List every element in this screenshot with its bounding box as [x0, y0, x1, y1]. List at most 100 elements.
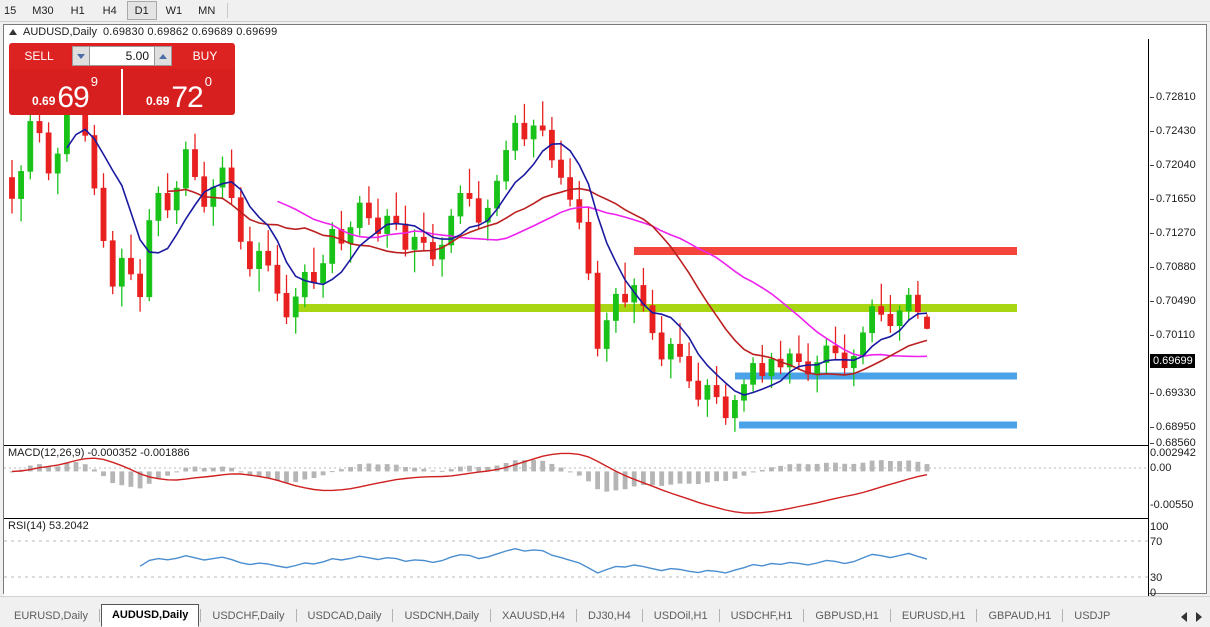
chart-tab-strip: EURUSD,Daily AUDUSD,Daily USDCHF,Daily USDC…	[0, 597, 1177, 627]
moving-average-magenta	[277, 200, 928, 358]
price-scale-rsi[interactable]: 100 70 30 0	[1150, 518, 1208, 599]
buy-price-prefix: 0.69	[146, 94, 170, 108]
chart-title-bar: AUDUSD,Daily 0.69830 0.69862 0.69689 0.6…	[4, 25, 1206, 39]
chevron-up-icon	[159, 53, 167, 59]
volume-increase-button[interactable]	[154, 46, 172, 66]
macd-tick-1: 0.00	[1150, 462, 1172, 474]
price-scale-main[interactable]: 0.72810 0.72430 0.72040 0.71650 0.71270 …	[1150, 39, 1208, 449]
tab-scroll-controls	[1177, 612, 1210, 627]
scroll-right-icon[interactable]	[1196, 612, 1202, 622]
chart-tab-usdcnh-daily[interactable]: USDCNH,Daily	[404, 610, 480, 622]
macd-chart-svg	[4, 452, 1149, 514]
timeframe-button-h1[interactable]: H1	[70, 5, 85, 17]
tab-divider	[1062, 609, 1064, 622]
volume-control: 5.00	[69, 43, 175, 69]
price-tick-8: 0.69330	[1150, 387, 1196, 399]
price-tick-2: 0.72040	[1150, 159, 1196, 171]
buy-price-display[interactable]: 0.69 72 0	[123, 69, 235, 115]
tab-divider	[392, 609, 394, 622]
buy-price-fraction: 0	[204, 74, 212, 89]
candlestick-series	[9, 55, 930, 432]
price-scale-macd[interactable]: 0.002942 0.00 -0.00550	[1150, 445, 1208, 518]
macd-tick-2: -0.00550	[1150, 499, 1194, 511]
timeframe-button-h4[interactable]: H4	[102, 5, 117, 17]
price-tick-3: 0.71650	[1150, 193, 1196, 205]
tab-divider	[576, 609, 577, 622]
macd-pane[interactable]: MACD(12,26,9) -0.000352 -0.001886	[4, 445, 1149, 518]
chart-tab-usdoil-h1[interactable]: USDOil,H1	[653, 610, 708, 622]
sell-price-fraction: 9	[90, 74, 98, 89]
rsi-chart-svg	[4, 540, 1149, 578]
price-tick-0: 0.72810	[1150, 91, 1196, 103]
sell-button[interactable]: SELL	[9, 43, 69, 69]
chart-tab-bar: EURUSD,Daily AUDUSD,Daily USDCHF,Daily USDC…	[0, 596, 1210, 627]
volume-decrease-button[interactable]	[72, 46, 90, 66]
tab-divider	[295, 609, 297, 622]
price-tick-1: 0.72430	[1150, 125, 1196, 137]
current-price-tag: 0.69699	[1150, 354, 1195, 368]
chart-tab-eurusd-daily[interactable]: EURUSD,Daily	[14, 610, 88, 622]
price-tick-7: 0.70110	[1150, 329, 1195, 341]
volume-input[interactable]: 5.00	[90, 46, 154, 66]
one-click-trading-panel[interactable]: SELL 5.00 BUY 0.69 69 9 0.69 72 0	[9, 43, 235, 115]
tab-divider	[641, 609, 643, 622]
chart-tab-audusd-daily[interactable]: AUDUSD,Daily	[100, 604, 200, 627]
buy-button[interactable]: BUY	[175, 43, 235, 69]
chevron-down-icon	[77, 53, 85, 59]
sell-price-display[interactable]: 0.69 69 9	[9, 69, 121, 115]
chart-tab-eurusd-h1[interactable]: EURUSD,H1	[901, 610, 966, 622]
chart-tab-usdjp[interactable]: USDJP	[1074, 610, 1111, 622]
moving-average-navy	[66, 128, 928, 396]
timeframe-button-m15[interactable]: 15	[4, 5, 17, 17]
triangle-up-icon	[9, 29, 17, 35]
rsi-tick-3: 0	[1150, 587, 1157, 599]
price-tick-4: 0.71270	[1150, 227, 1196, 239]
chart-symbol-label: AUDUSD,Daily	[23, 26, 97, 38]
tab-divider	[718, 609, 720, 622]
chart-tab-usdchf-h1[interactable]: USDCHF,H1	[730, 610, 793, 622]
price-tick-6: 0.70490	[1150, 295, 1196, 307]
chart-tab-dj30-h4[interactable]: DJ30,H4	[588, 610, 631, 622]
chart-tab-usdcad-daily[interactable]: USDCAD,Daily	[307, 610, 382, 622]
price-tick-5: 0.70880	[1150, 261, 1196, 273]
tab-divider	[490, 609, 492, 622]
price-tick-10: 0.68560	[1150, 437, 1196, 449]
trade-panel-prices-row: 0.69 69 9 0.69 72 0	[9, 69, 235, 115]
rsi-indicator-label: RSI(14) 53.2042	[8, 520, 89, 532]
moving-average-dark-red	[167, 187, 928, 376]
timeframe-button-m30[interactable]: M30	[32, 5, 54, 17]
tab-divider	[803, 609, 805, 622]
toolbar-separator	[227, 3, 229, 18]
sell-price-big: 69	[57, 81, 89, 114]
price-tick-9: 0.68950	[1150, 421, 1196, 433]
trade-panel-top-row: SELL 5.00 BUY	[9, 43, 235, 69]
rsi-tick-2: 30	[1150, 572, 1163, 584]
chart-ohlc-values: 0.69830 0.69862 0.69689 0.69699	[102, 26, 278, 38]
sell-price-prefix: 0.69	[32, 94, 56, 108]
timeframe-button-w1[interactable]: W1	[165, 5, 183, 17]
tab-divider	[976, 609, 978, 622]
buy-price-big: 72	[171, 81, 203, 114]
timeframe-button-d1[interactable]: D1	[126, 1, 157, 20]
timeframe-toolbar: 15 M30 H1 H4 D1 W1 MN	[0, 0, 1210, 22]
macd-tick-0: 0.002942	[1150, 447, 1196, 459]
rsi-tick-1: 70	[1150, 536, 1163, 548]
timeframe-button-mn[interactable]: MN	[198, 5, 216, 17]
chart-tab-xauusd-h4[interactable]: XAUUSD,H4	[502, 610, 565, 622]
chart-tab-gbpusd-h1[interactable]: GBPUSD,H1	[815, 610, 879, 622]
rsi-tick-0: 100	[1150, 521, 1169, 533]
rsi-line	[139, 547, 928, 574]
macd-indicator-label: MACD(12,26,9) -0.000352 -0.001886	[8, 447, 190, 459]
macd-signal-line	[11, 452, 928, 514]
scroll-left-icon[interactable]	[1181, 612, 1187, 622]
tab-divider	[98, 609, 100, 622]
chart-tab-usdchf-daily[interactable]: USDCHF,Daily	[212, 610, 285, 622]
chart-canvas-window[interactable]: AUDUSD,Daily 0.69830 0.69862 0.69689 0.6…	[3, 24, 1208, 619]
macd-histogram	[9, 459, 930, 492]
rsi-pane[interactable]: RSI(14) 53.2042	[4, 518, 1149, 599]
price-chart-svg	[9, 55, 1017, 432]
chart-tab-gbpaud-h1[interactable]: GBPAUD,H1	[988, 610, 1052, 622]
tab-divider	[200, 609, 202, 622]
tab-divider	[889, 609, 891, 622]
